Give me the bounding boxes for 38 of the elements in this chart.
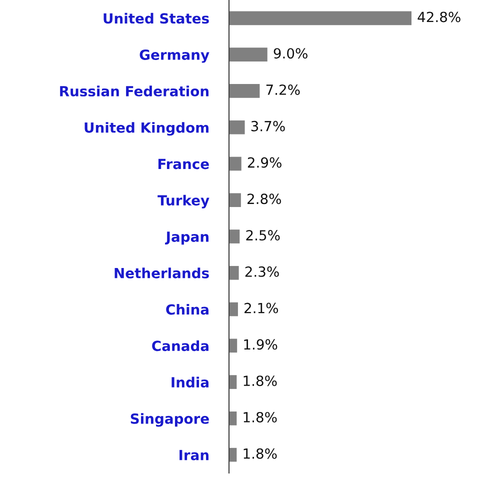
y-tick-label: Turkey <box>158 194 210 208</box>
y-tick-label: Russian Federation <box>60 86 208 96</box>
data-label: 1.8% <box>244 412 277 422</box>
y-tick-label: Netherlands <box>114 268 209 278</box>
bar <box>229 120 245 134</box>
y-tick-label: Japan <box>165 232 208 245</box>
data-label: 2.9% <box>248 157 282 168</box>
y-tick-label: China <box>166 304 208 315</box>
data-label: 2.8% <box>248 194 282 204</box>
data-label: 2.5% <box>246 230 280 241</box>
bar <box>229 193 241 208</box>
data-label: 3.7% <box>251 120 285 132</box>
data-label: 1.8% <box>244 448 277 459</box>
data-label: 1.9% <box>244 339 278 350</box>
bar <box>229 48 268 62</box>
y-tick-label: Singapore <box>130 413 209 427</box>
data-label: 9.0% <box>274 48 308 59</box>
y-tick-label: United Kingdom <box>84 122 208 136</box>
bar <box>229 230 240 244</box>
bar <box>229 302 238 316</box>
data-label: 7.2% <box>266 84 300 95</box>
bar <box>229 266 239 280</box>
y-tick-label: Canada <box>152 340 208 352</box>
data-label: 2.3% <box>245 266 279 277</box>
data-label: 1.8% <box>244 376 277 386</box>
bar <box>229 84 260 98</box>
data-label: 2.1% <box>244 302 278 314</box>
bar <box>229 156 242 171</box>
y-tick-label: United States <box>104 12 209 24</box>
bar <box>229 11 412 26</box>
y-tick-label: France <box>158 158 209 170</box>
bar <box>229 338 238 353</box>
y-tick-label: Iran <box>180 450 208 460</box>
y-tick-label: Germany <box>140 49 210 63</box>
bar <box>229 375 237 389</box>
bar <box>229 412 237 426</box>
data-label: 42.8% <box>418 12 460 22</box>
y-tick-label: India <box>172 376 208 388</box>
